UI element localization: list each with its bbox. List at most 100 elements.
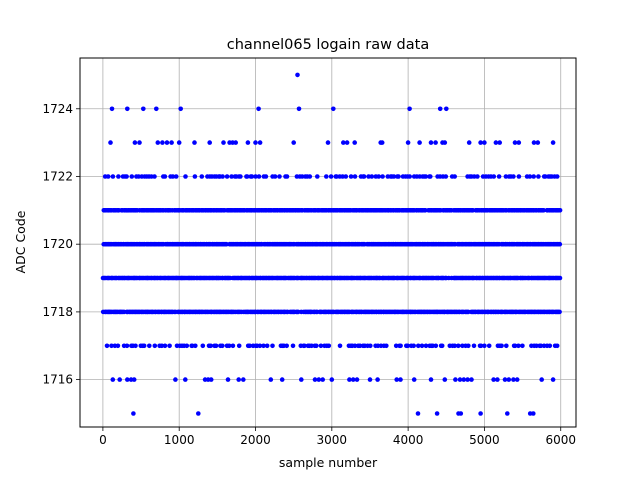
y-tick-label: 1716 (42, 373, 73, 387)
x-tick-label: 4000 (393, 433, 424, 447)
data-point (384, 343, 389, 349)
data-point (340, 174, 345, 179)
data-point (173, 377, 178, 382)
data-point (423, 343, 429, 349)
data-point (152, 174, 157, 179)
data-point (475, 174, 480, 179)
data-point (279, 377, 285, 382)
data-point (499, 343, 504, 349)
data-point (433, 140, 438, 145)
data-point (270, 343, 275, 349)
data-point (220, 174, 225, 179)
data-point (169, 140, 174, 145)
x-tick-label: 1000 (164, 433, 195, 447)
y-tick-label: 1718 (42, 305, 73, 319)
data-point (478, 140, 483, 145)
data-point (557, 208, 563, 213)
data-point (221, 140, 226, 145)
data-point (379, 140, 385, 145)
data-point (137, 140, 142, 145)
data-point (456, 343, 461, 349)
data-point (469, 377, 474, 382)
data-point (331, 106, 336, 112)
x-tick-label: 6000 (545, 433, 576, 447)
data-point (253, 140, 258, 145)
data-point (428, 377, 434, 382)
data-point (220, 343, 225, 349)
data-point (460, 343, 465, 349)
data-point (236, 377, 241, 382)
data-point (543, 174, 548, 179)
data-point (256, 174, 262, 179)
data-point (437, 106, 443, 112)
data-point (394, 377, 400, 382)
chart-title: channel065 logain raw data (227, 37, 429, 53)
y-tick-label: 1722 (42, 169, 73, 183)
data-point (541, 208, 546, 213)
data-point (347, 377, 352, 382)
data-point (284, 343, 290, 349)
data-point (125, 377, 130, 382)
data-point (354, 377, 360, 382)
data-point (531, 411, 536, 416)
data-point (324, 174, 329, 179)
data-point (199, 174, 205, 179)
data-point (557, 309, 562, 315)
data-point (352, 343, 358, 349)
data-point (162, 174, 168, 179)
data-point (375, 377, 380, 382)
data-point (341, 140, 346, 145)
data-point (547, 343, 553, 349)
data-point (192, 140, 197, 145)
x-tick-label: 3000 (317, 433, 348, 447)
data-point (316, 377, 322, 382)
data-point (208, 343, 213, 349)
data-point (247, 343, 252, 349)
data-point (141, 343, 147, 349)
data-point (407, 174, 413, 179)
data-point (502, 377, 508, 382)
data-point (557, 275, 563, 281)
data-point (299, 174, 305, 179)
data-point (557, 241, 563, 247)
data-point (452, 174, 458, 179)
data-point (116, 174, 121, 179)
data-point (133, 343, 138, 349)
data-point (105, 174, 111, 179)
data-point (226, 343, 232, 349)
data-point (184, 343, 190, 349)
data-point (396, 174, 401, 179)
data-point (334, 174, 339, 179)
data-point (299, 377, 304, 382)
data-point (329, 377, 335, 382)
data-point (405, 343, 411, 349)
data-point (419, 343, 425, 349)
data-point (538, 343, 544, 349)
x-tick-label: 2000 (240, 433, 271, 447)
data-point (520, 343, 525, 349)
data-point (152, 343, 158, 349)
data-point (539, 377, 544, 382)
data-point (160, 140, 165, 145)
data-point (486, 343, 492, 349)
data-point (183, 174, 188, 179)
y-tick-label: 1720 (42, 237, 73, 251)
data-point (536, 174, 541, 179)
x-tick-label: 0 (99, 433, 107, 447)
data-point (512, 140, 518, 145)
data-point (493, 140, 499, 145)
data-point (466, 343, 471, 349)
data-point (233, 140, 238, 145)
data-point (159, 343, 165, 349)
data-point (193, 343, 198, 349)
data-point (213, 343, 219, 349)
data-point (361, 174, 367, 179)
data-point (326, 343, 332, 349)
data-point (442, 140, 448, 145)
data-point (478, 343, 484, 349)
data-point (442, 377, 448, 382)
data-point (444, 106, 449, 112)
data-point (290, 343, 296, 349)
data-point (466, 140, 472, 145)
data-point (178, 106, 183, 112)
